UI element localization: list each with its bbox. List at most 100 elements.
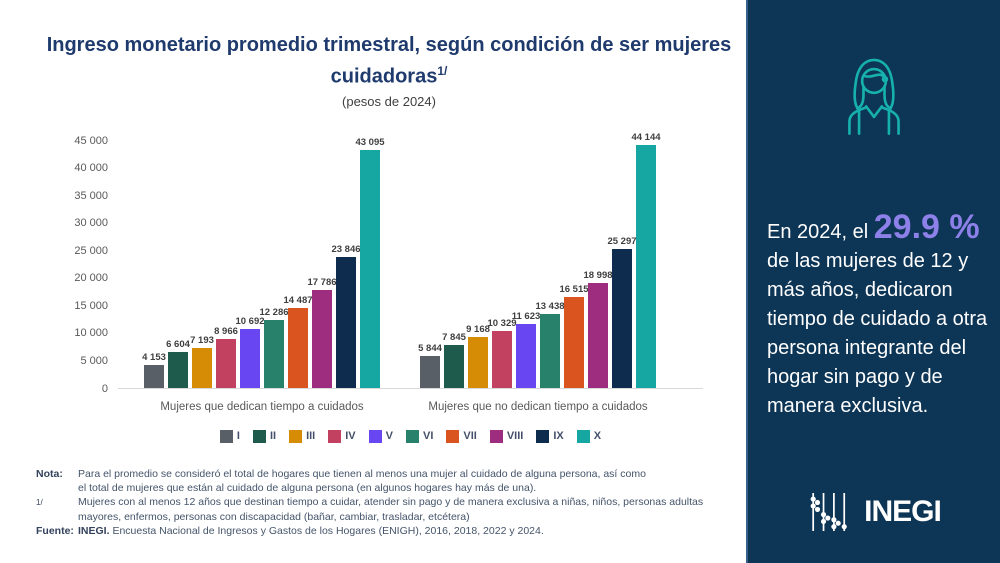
fuente-text: INEGI. Encuesta Nacional de Ingresos y G…: [78, 524, 544, 537]
bar-1-V: [240, 328, 260, 388]
legend-label: IV: [345, 430, 356, 443]
bar-1-X: [360, 149, 380, 388]
bar-value-label: 16 515: [559, 283, 589, 295]
bar-cell: 43 095: [355, 137, 385, 388]
legend-item-III: III: [289, 429, 316, 443]
legend: I II III IV V VI VII VIII IX X: [118, 429, 703, 443]
note-row: Nota: Para el promedio se consideró el t…: [36, 467, 746, 481]
legend-swatch: [536, 429, 550, 443]
bar-1-II: [168, 351, 188, 388]
legend-label: X: [593, 430, 602, 443]
bar-cell: 13 438: [535, 301, 565, 388]
bar-cell: 17 786: [307, 277, 337, 388]
legend-item-I: I: [219, 429, 240, 443]
chart-title: Ingreso monetario promedio trimestral, s…: [39, 32, 739, 90]
bar-2-I: [420, 355, 440, 388]
x-axis-label-non-caregivers: Mujeres que no dedican tiempo a cuidados: [428, 400, 648, 413]
legend-label: V: [385, 430, 393, 443]
legend-swatch: [446, 429, 460, 443]
bar-cell: 11 623: [512, 311, 540, 388]
bar-cell: 7 193: [190, 335, 214, 388]
y-tick-label: 25 000: [74, 244, 108, 257]
sidebar: En 2024, el 29.9 % de las mujeres de 12 …: [746, 0, 1000, 563]
stat-suffix: de las mujeres de 12 y más años, dedicar…: [767, 250, 988, 417]
bar-cell: 14 487: [283, 295, 313, 388]
bar-2-VII: [564, 296, 584, 388]
bar-2-III: [468, 336, 488, 388]
bar-1-VI: [264, 319, 284, 388]
bar-1-I: [144, 364, 164, 388]
y-tick-label: 10 000: [74, 327, 108, 340]
bar-value-label: 6 604: [166, 338, 190, 350]
legend-swatch: [489, 429, 503, 443]
legend-label: IX: [553, 430, 564, 443]
inegi-wordmark: INEGI: [864, 495, 942, 528]
bar-cell: 10 692: [235, 316, 265, 388]
legend-label: III: [306, 430, 316, 443]
y-tick-label: 30 000: [74, 217, 108, 230]
legend-swatch: [219, 429, 233, 443]
inegi-logo: INEGI: [807, 491, 942, 533]
bar-cell: 18 998: [583, 270, 613, 388]
y-tick-label: 15 000: [74, 299, 108, 312]
legend-swatch: [576, 429, 590, 443]
y-tick-label: 5 000: [80, 355, 108, 368]
note-row: 1/ Mujeres con al menos 12 años que dest…: [36, 495, 746, 510]
bar-value-label: 5 844: [418, 342, 442, 354]
legend-item-VIII: VIII: [489, 429, 523, 443]
legend-swatch: [368, 429, 382, 443]
bar-2-V: [516, 323, 536, 388]
bar-value-label: 23 846: [331, 243, 361, 255]
bar-cell: 7 845: [442, 332, 466, 388]
bar-cell: 12 286: [259, 307, 289, 388]
bar-cell: 10 329: [487, 318, 517, 388]
bar-value-label: 4 153: [142, 351, 166, 363]
fuente-source: INEGI.: [78, 524, 110, 537]
bar-group-caregivers: 4 153 6 604 7 193 8 966 10 692 12 286 14 487 17…: [142, 137, 385, 388]
bar-cell: 25 297: [607, 236, 637, 388]
legend-item-V: V: [368, 429, 393, 443]
bar-value-label: 12 286: [259, 306, 289, 318]
bar-2-X: [636, 144, 656, 388]
legend-item-VI: VI: [405, 429, 433, 443]
footnote-text-line1: Mujeres con al menos 12 años que destina…: [78, 495, 704, 508]
highlight-statement: En 2024, el 29.9 % de las mujeres de 12 …: [767, 210, 997, 421]
bar-1-VII: [288, 307, 308, 388]
chart-title-footnote-mark: 1/: [437, 64, 448, 78]
legend-label: VII: [463, 430, 477, 443]
bar-cell: 16 515: [559, 284, 589, 388]
nota-label: Nota:: [36, 467, 63, 480]
legend-swatch: [252, 429, 266, 443]
bar-value-label: 11 623: [511, 310, 541, 322]
legend-item-VII: VII: [446, 429, 477, 443]
note-row: Fuente: INEGI. Encuesta Nacional de Ingr…: [36, 524, 746, 538]
bar-value-label: 43 095: [355, 136, 385, 148]
bar-value-label: 44 144: [631, 131, 661, 143]
abacus-icon: [810, 493, 847, 531]
bar-group-non-caregivers: 5 844 7 845 9 168 10 329 11 623 13 438 16 515 1…: [418, 132, 661, 388]
woman-icon: [848, 58, 900, 135]
legend-item-X: X: [576, 429, 602, 443]
bar-cell: 4 153: [142, 351, 166, 388]
note-row: el total de mujeres que están al cuidado…: [36, 481, 746, 495]
bar-2-VI: [540, 313, 560, 388]
bar-cell: 6 604: [166, 338, 190, 388]
bar-cell: 8 966: [214, 326, 238, 388]
legend-swatch: [289, 429, 303, 443]
y-axis: 45 000 40 000 35 000 30 000 25 000 20 000 15 0…: [40, 135, 118, 395]
footnote-text-line2: mayores, enfermos, personas con discapac…: [78, 510, 470, 523]
bar-1-IX: [336, 256, 356, 388]
bar-value-label: 10 329: [487, 317, 517, 329]
footnote-label: 1/: [36, 497, 43, 507]
stat-prefix: En 2024, el: [767, 221, 869, 243]
chart-subtitle: (pesos de 2024): [342, 93, 436, 109]
note-row: mayores, enfermos, personas con discapac…: [36, 510, 746, 524]
bar-value-label: 17 786: [307, 276, 337, 288]
legend-item-IX: IX: [536, 429, 564, 443]
bar-1-VIII: [312, 289, 332, 388]
bar-cell: 9 168: [466, 324, 490, 388]
chart-title-text: Ingreso monetario promedio trimestral, s…: [46, 34, 732, 88]
fuente-label: Fuente:: [36, 524, 74, 537]
legend-swatch: [405, 429, 419, 443]
